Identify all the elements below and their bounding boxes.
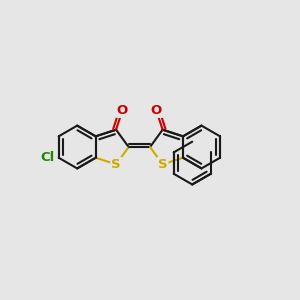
Text: S: S [158,158,167,171]
Text: Cl: Cl [40,151,54,164]
Text: O: O [117,104,128,117]
Text: S: S [111,158,121,171]
Text: O: O [151,104,162,117]
